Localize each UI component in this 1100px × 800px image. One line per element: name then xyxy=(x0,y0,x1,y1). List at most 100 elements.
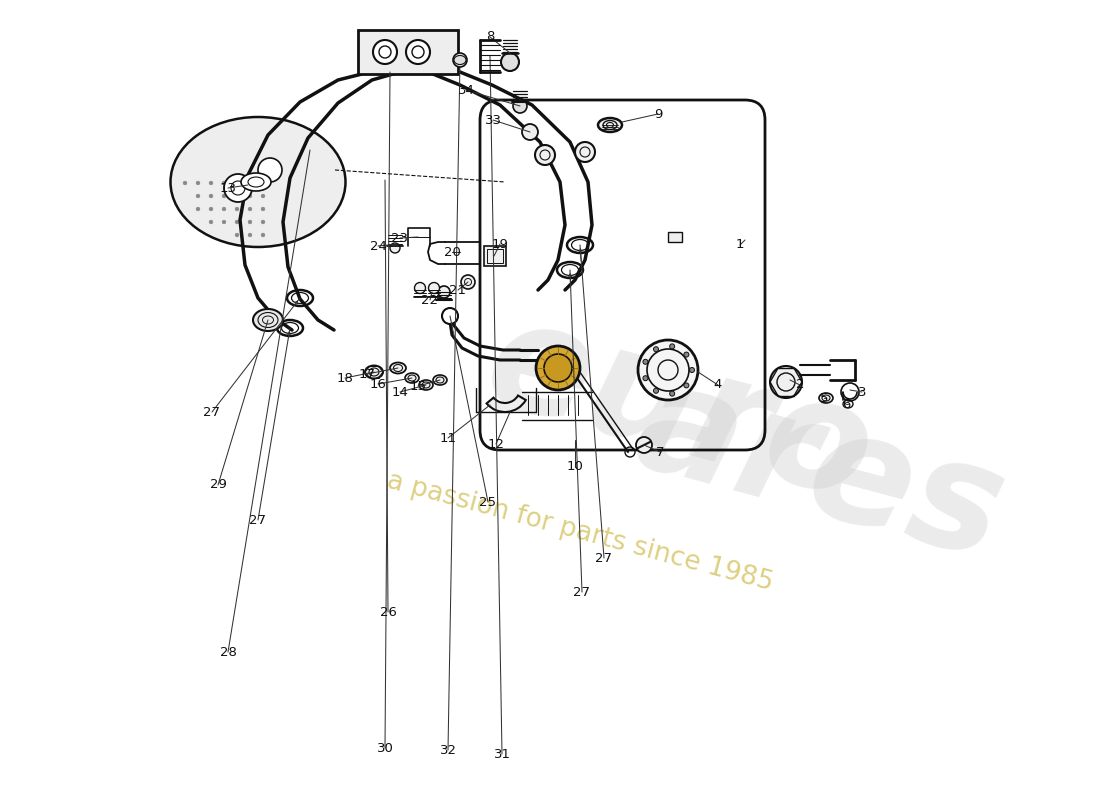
Bar xyxy=(668,232,682,242)
Text: 30: 30 xyxy=(376,742,394,754)
Text: 15: 15 xyxy=(409,379,427,393)
Text: 23: 23 xyxy=(392,231,408,245)
Ellipse shape xyxy=(241,173,271,191)
Text: 32: 32 xyxy=(440,743,456,757)
Circle shape xyxy=(670,344,674,349)
Circle shape xyxy=(442,308,458,324)
Circle shape xyxy=(770,366,802,398)
Circle shape xyxy=(429,282,440,294)
Text: 16: 16 xyxy=(370,378,386,390)
Text: 22: 22 xyxy=(421,294,439,306)
Circle shape xyxy=(261,207,265,210)
Circle shape xyxy=(536,346,580,390)
Ellipse shape xyxy=(419,380,433,390)
Circle shape xyxy=(438,286,450,298)
Ellipse shape xyxy=(390,362,406,374)
Circle shape xyxy=(406,40,430,64)
Text: 10: 10 xyxy=(566,461,583,474)
Circle shape xyxy=(690,367,694,373)
Text: 21: 21 xyxy=(450,283,466,297)
Circle shape xyxy=(196,194,200,198)
Text: 34: 34 xyxy=(458,83,474,97)
Text: 25: 25 xyxy=(480,495,496,509)
Circle shape xyxy=(670,391,674,396)
Circle shape xyxy=(196,207,200,210)
Circle shape xyxy=(684,352,689,357)
Circle shape xyxy=(638,340,698,400)
Circle shape xyxy=(261,194,265,198)
Ellipse shape xyxy=(820,393,833,403)
Circle shape xyxy=(522,124,538,140)
Circle shape xyxy=(235,234,239,237)
Text: euro: euro xyxy=(471,287,889,533)
Circle shape xyxy=(235,182,239,185)
Text: 27: 27 xyxy=(204,406,220,418)
Circle shape xyxy=(500,53,519,71)
Ellipse shape xyxy=(170,117,345,247)
Text: 31: 31 xyxy=(494,747,510,761)
Text: 8: 8 xyxy=(486,30,494,43)
Text: 12: 12 xyxy=(487,438,505,450)
Circle shape xyxy=(222,207,226,210)
Text: 26: 26 xyxy=(379,606,396,618)
Circle shape xyxy=(235,207,239,210)
Text: 19: 19 xyxy=(492,238,508,250)
Circle shape xyxy=(249,220,252,224)
Bar xyxy=(484,246,506,266)
Ellipse shape xyxy=(598,118,622,132)
Circle shape xyxy=(209,207,212,210)
Circle shape xyxy=(249,182,252,185)
Text: 27: 27 xyxy=(595,551,613,565)
Text: 24: 24 xyxy=(370,239,386,253)
Text: 5: 5 xyxy=(820,391,828,405)
Ellipse shape xyxy=(433,375,447,385)
Circle shape xyxy=(653,346,659,352)
Text: a passion for parts since 1985: a passion for parts since 1985 xyxy=(384,468,776,596)
Text: 13: 13 xyxy=(220,182,236,194)
Text: 1: 1 xyxy=(736,238,745,251)
Circle shape xyxy=(373,40,397,64)
Bar xyxy=(487,249,503,263)
Circle shape xyxy=(261,182,265,185)
Wedge shape xyxy=(486,395,526,412)
Text: 17: 17 xyxy=(359,367,375,381)
Circle shape xyxy=(453,53,468,67)
Text: 33: 33 xyxy=(484,114,502,126)
Circle shape xyxy=(684,383,689,388)
Text: 4: 4 xyxy=(714,378,723,391)
Circle shape xyxy=(224,174,252,202)
Text: 11: 11 xyxy=(440,431,456,445)
Circle shape xyxy=(575,142,595,162)
Circle shape xyxy=(535,145,556,165)
Circle shape xyxy=(653,388,659,394)
Circle shape xyxy=(544,354,572,382)
Circle shape xyxy=(222,194,226,198)
Circle shape xyxy=(249,207,252,210)
Text: 27: 27 xyxy=(573,586,591,598)
Circle shape xyxy=(209,182,212,185)
Circle shape xyxy=(258,158,282,182)
Circle shape xyxy=(461,275,475,289)
Circle shape xyxy=(209,194,212,198)
Circle shape xyxy=(390,243,400,253)
Circle shape xyxy=(184,182,187,185)
Circle shape xyxy=(261,234,265,237)
Ellipse shape xyxy=(253,309,283,331)
Circle shape xyxy=(513,99,527,113)
Text: 14: 14 xyxy=(392,386,408,398)
Ellipse shape xyxy=(405,373,419,383)
Bar xyxy=(358,30,458,74)
Circle shape xyxy=(249,194,252,198)
Text: 18: 18 xyxy=(337,371,353,385)
Text: 7: 7 xyxy=(656,446,664,458)
Text: 27: 27 xyxy=(250,514,266,526)
Circle shape xyxy=(636,437,652,453)
Text: 3: 3 xyxy=(858,386,867,398)
Circle shape xyxy=(196,182,200,185)
Circle shape xyxy=(642,359,648,364)
Circle shape xyxy=(235,194,239,198)
Circle shape xyxy=(222,182,226,185)
Text: 6: 6 xyxy=(842,398,850,410)
Ellipse shape xyxy=(365,366,383,378)
Text: 28: 28 xyxy=(220,646,236,658)
